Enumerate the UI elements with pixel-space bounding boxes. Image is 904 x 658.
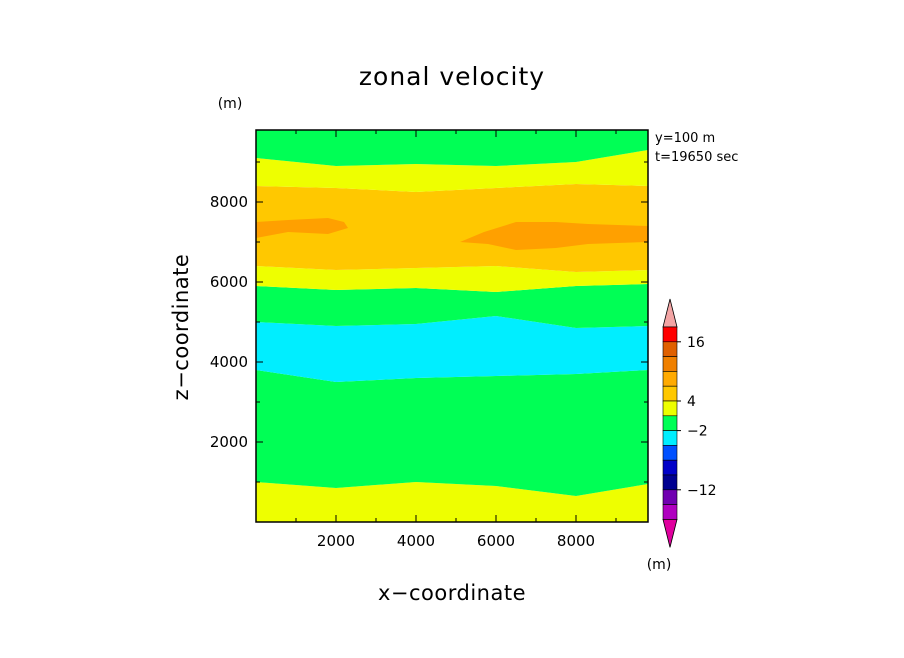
x-tick-label: 8000 xyxy=(557,532,595,550)
annotation-time: t=19650 sec xyxy=(655,150,738,165)
colorbar-segment xyxy=(662,326,678,343)
colorbar: 16 4 −2 −12 xyxy=(662,298,717,548)
y-tick-label: 4000 xyxy=(210,353,248,371)
y-tick-label: 2000 xyxy=(210,433,248,451)
colorbar-label: 16 xyxy=(687,335,705,351)
x-tick-label: 2000 xyxy=(317,532,355,550)
contour-band-3 xyxy=(256,284,648,328)
contour-blob-0 xyxy=(256,218,348,238)
contour-band-6 xyxy=(256,150,648,192)
x-axis-label: x−coordinate xyxy=(378,581,526,605)
y-axis-unit: (m) xyxy=(218,96,243,112)
colorbar-under-triangle xyxy=(662,519,678,548)
colorbar-segment xyxy=(662,356,678,372)
colorbar-segment xyxy=(662,371,678,387)
colorbar-segment xyxy=(662,430,678,446)
contour-band-7 xyxy=(256,130,648,166)
contour-band-2 xyxy=(256,316,648,382)
colorbar-label: 4 xyxy=(687,394,696,410)
y-axis-label: z−coordinate xyxy=(169,254,193,401)
colorbar-label: −2 xyxy=(687,424,708,440)
colorbar-segment xyxy=(662,459,678,476)
colorbar-segment xyxy=(662,474,678,491)
y-tick-label: 6000 xyxy=(210,273,248,291)
colorbar-over-triangle xyxy=(662,298,678,328)
contour-fills xyxy=(256,130,648,522)
contour-blob-1 xyxy=(460,222,648,250)
colorbar-segment xyxy=(662,400,678,417)
x-axis-unit: (m) xyxy=(647,557,672,573)
colorbar-segment xyxy=(662,341,678,357)
colorbar-label: −12 xyxy=(687,483,717,499)
contour-band-5 xyxy=(256,184,648,272)
chart-title: zonal velocity xyxy=(359,62,545,91)
annotation-y-position: y=100 m xyxy=(655,131,715,146)
colorbar-segment xyxy=(662,504,678,520)
contour-band-0 xyxy=(256,482,648,522)
contour-band-4 xyxy=(256,266,648,292)
colorbar-segment xyxy=(662,415,678,431)
x-axis-ticks: 2000 4000 6000 8000 xyxy=(295,130,617,550)
colorbar-segment xyxy=(662,385,678,402)
plot-frame xyxy=(255,129,649,523)
colorbar-segment xyxy=(662,489,678,505)
x-tick-label: 4000 xyxy=(397,532,435,550)
plot-border xyxy=(255,129,649,523)
y-axis-ticks: 2000 4000 6000 8000 xyxy=(210,161,648,483)
y-tick-label: 8000 xyxy=(210,193,248,211)
x-tick-label: 6000 xyxy=(477,532,515,550)
contour-band-1 xyxy=(256,370,648,496)
colorbar-segment xyxy=(662,445,678,461)
